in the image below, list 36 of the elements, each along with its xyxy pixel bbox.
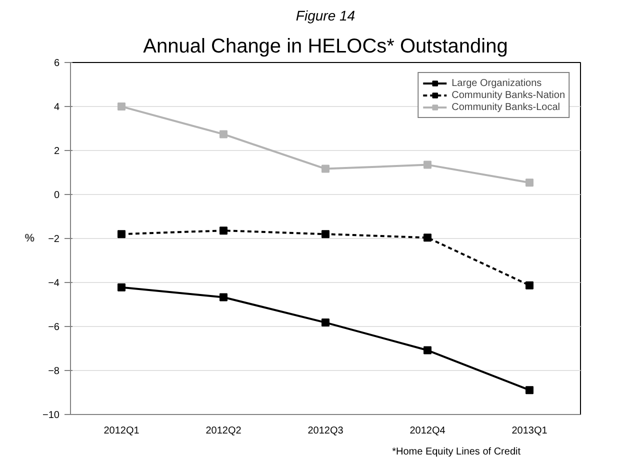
point	[424, 346, 432, 354]
point	[424, 234, 432, 242]
y-tick-label: 4	[54, 102, 60, 113]
y-tick-label: −8	[48, 366, 60, 377]
point	[526, 178, 534, 187]
x-tick-label: 2012Q4	[410, 426, 446, 436]
legend-label: Large Organizations	[452, 77, 542, 89]
y-tick-label: −2	[48, 234, 60, 245]
chart-title: Figure 14	[296, 8, 356, 24]
point	[220, 226, 228, 235]
point	[322, 164, 330, 173]
point	[118, 283, 126, 292]
legend-label: Community Banks-Nation	[452, 89, 565, 101]
point	[322, 230, 330, 238]
point	[526, 281, 534, 290]
y-tick-label: −6	[48, 322, 60, 333]
x-tick-label: 2013Q1	[512, 426, 548, 436]
point	[118, 230, 126, 238]
chart-subtitle: Annual Change in HELOCs* Outstanding	[143, 36, 508, 58]
point	[322, 318, 330, 327]
point	[424, 160, 432, 169]
y-tick-label: −10	[42, 410, 60, 421]
legend-label: Community Banks-Local	[452, 101, 560, 113]
x-tick-label: 2012Q2	[206, 426, 242, 436]
y-tick-label: 0	[54, 190, 60, 201]
text: *Home Equity Lines of Credit	[392, 446, 521, 458]
point	[526, 386, 534, 394]
point	[220, 130, 228, 138]
point	[220, 293, 228, 302]
point	[118, 102, 126, 110]
y-tick-label: 6	[54, 58, 60, 69]
x-tick-label: 2012Q3	[308, 426, 344, 436]
x-tick-label: 2012Q1	[104, 426, 140, 436]
y-tick-label: −4	[48, 278, 60, 289]
y-axis-title: %	[24, 232, 35, 244]
y-tick-label: 2	[54, 146, 60, 157]
